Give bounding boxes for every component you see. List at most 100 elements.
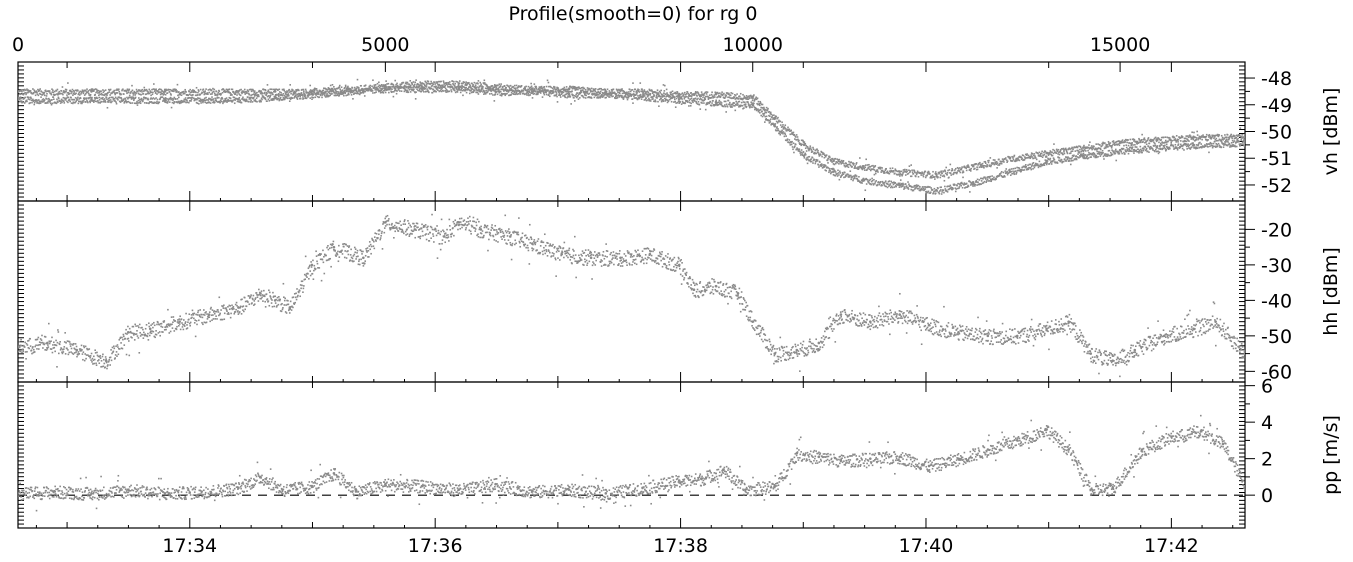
data-point (150, 97, 152, 99)
data-point (765, 112, 767, 114)
data-point (140, 94, 142, 96)
data-point (729, 104, 731, 106)
data-point (318, 96, 320, 98)
data-point (1244, 134, 1246, 136)
data-point (414, 84, 416, 86)
data-point (994, 164, 996, 166)
data-point (1057, 151, 1059, 153)
data-point (63, 102, 65, 104)
data-point (968, 186, 970, 188)
data-point (254, 90, 256, 92)
data-point (26, 92, 28, 94)
data-point (459, 86, 461, 88)
data-point (256, 101, 258, 103)
data-point (532, 97, 534, 99)
data-point (169, 89, 171, 91)
data-point (175, 98, 177, 100)
data-point (244, 89, 246, 91)
data-point (676, 93, 678, 95)
data-point (1184, 138, 1186, 140)
data-point (101, 101, 103, 103)
data-point (253, 92, 255, 94)
data-point (695, 92, 697, 94)
y-tick-label: -48 (1261, 68, 1292, 90)
data-point (142, 100, 144, 102)
data-point (509, 88, 511, 90)
data-point (1167, 140, 1169, 142)
data-point (137, 104, 139, 106)
data-point (167, 92, 169, 94)
data-point (339, 86, 341, 88)
data-point (750, 106, 752, 108)
data-point (779, 132, 781, 134)
data-point (62, 86, 64, 88)
data-point (465, 81, 467, 83)
data-point (998, 159, 1000, 161)
data-point (839, 159, 841, 161)
data-point (779, 120, 781, 122)
data-point (144, 102, 146, 104)
data-point (153, 83, 155, 85)
data-point (807, 146, 809, 148)
data-point (609, 96, 611, 98)
data-point (748, 95, 750, 97)
data-point (490, 88, 492, 90)
data-point (154, 102, 156, 104)
data-point (36, 91, 38, 93)
data-point (233, 97, 235, 99)
data-point (139, 101, 141, 103)
data-point (226, 97, 228, 99)
data-point (1185, 135, 1187, 137)
data-point (38, 99, 40, 101)
data-point (698, 101, 700, 103)
data-point (1232, 140, 1234, 142)
data-point (446, 82, 448, 84)
data-point (160, 91, 162, 93)
data-point (1033, 157, 1035, 159)
data-point (947, 170, 949, 172)
data-point (1240, 127, 1242, 129)
data-point (730, 92, 732, 94)
data-point (795, 144, 797, 146)
data-point (583, 97, 585, 99)
data-point (908, 173, 910, 175)
data-point (528, 93, 530, 95)
data-point (945, 170, 947, 172)
data-point (139, 91, 141, 93)
data-point (950, 187, 952, 189)
data-point (1070, 148, 1072, 150)
data-point (396, 90, 398, 92)
data-point (444, 83, 446, 85)
data-point (730, 104, 732, 106)
series-point (164, 90, 167, 93)
data-point (19, 94, 21, 96)
data-point (452, 80, 454, 82)
data-point (701, 102, 703, 104)
data-point (1125, 144, 1127, 146)
data-point (425, 91, 427, 93)
data-point (828, 158, 830, 160)
data-point (394, 87, 396, 89)
data-point (135, 97, 137, 99)
data-point (301, 89, 303, 91)
data-point (1141, 139, 1143, 141)
data-point (34, 102, 36, 104)
data-point (894, 173, 896, 175)
data-point (450, 84, 452, 86)
data-point (87, 102, 89, 104)
data-point (739, 96, 741, 98)
data-point (916, 184, 918, 186)
data-point (1064, 153, 1066, 155)
data-point (813, 148, 815, 150)
data-point (164, 101, 166, 103)
data-point (511, 92, 513, 94)
data-point (360, 85, 362, 87)
data-point (343, 95, 345, 97)
data-point (60, 93, 62, 95)
data-point (84, 97, 86, 99)
data-point (131, 98, 133, 100)
data-point (687, 101, 689, 103)
data-point (1070, 151, 1072, 153)
data-point (208, 99, 210, 101)
